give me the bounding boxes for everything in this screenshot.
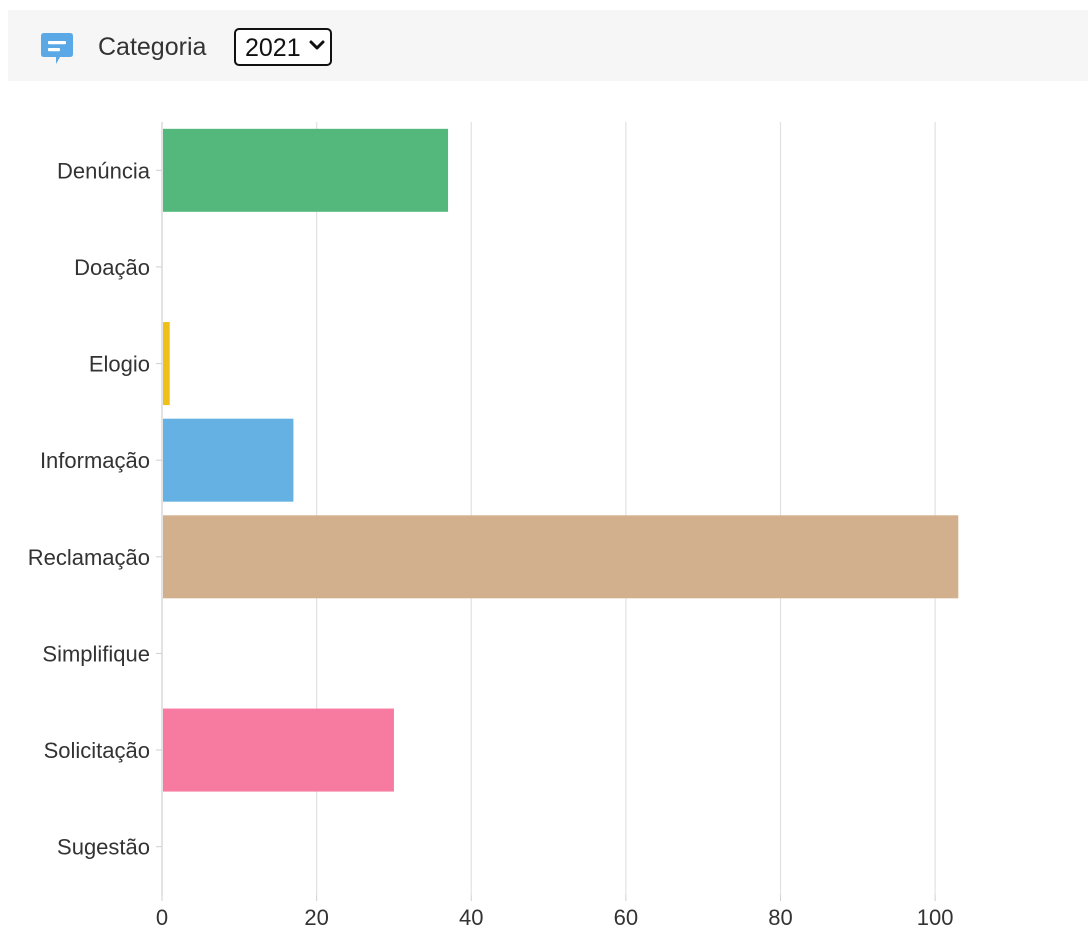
- x-tick-label: 20: [304, 905, 328, 930]
- x-tick-label: 0: [156, 905, 168, 930]
- bar: [163, 418, 294, 502]
- y-category-label: Reclamação: [28, 545, 150, 570]
- bar: [163, 322, 170, 406]
- x-tick-label: 100: [917, 905, 954, 930]
- chat-icon: [41, 33, 73, 64]
- y-category-label: Doação: [74, 255, 150, 280]
- x-tick-label: 40: [459, 905, 483, 930]
- x-tick-label: 60: [614, 905, 638, 930]
- bar: [163, 708, 394, 792]
- x-tick-label: 80: [768, 905, 792, 930]
- grid-lines: [316, 122, 936, 895]
- chevron-down-icon: [309, 40, 325, 50]
- bars: [163, 128, 959, 792]
- chart-header: Categoria 2021: [8, 10, 1088, 81]
- year-select[interactable]: 2021: [234, 28, 332, 66]
- year-select-value: 2021: [245, 34, 301, 62]
- y-category-label: Solicitação: [44, 738, 150, 763]
- bar: [163, 515, 959, 599]
- page-title: Categoria: [98, 33, 207, 61]
- y-category-label: Simplifique: [42, 641, 150, 666]
- bar: [163, 128, 449, 212]
- y-category-label: Elogio: [89, 352, 150, 377]
- y-category-label: Informação: [40, 448, 150, 473]
- y-category-label: Denúncia: [57, 158, 151, 183]
- axes: 0 20 40 60 80 100 Denúncia Doação Elogio Informaç…: [28, 122, 954, 930]
- y-category-label: Sugestão: [57, 835, 150, 860]
